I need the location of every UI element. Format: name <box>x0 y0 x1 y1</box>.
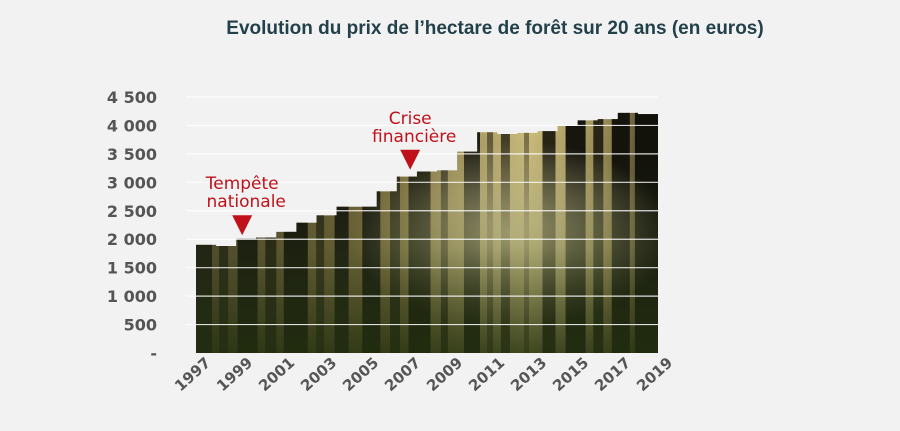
x-tick-label: 2005 <box>339 354 382 395</box>
x-tick-label: 1999 <box>213 354 256 395</box>
y-tick-label: 3 500 <box>107 145 157 164</box>
x-tick-label: 2007 <box>381 354 424 395</box>
x-tick-label: 2003 <box>297 354 340 395</box>
x-tick-label: 2017 <box>591 354 634 395</box>
y-axis: - 500 1 000 1 500 2 000 2 500 3 000 3 500 4 000 4… <box>107 88 157 363</box>
x-tick-label: 2009 <box>423 354 466 395</box>
annotation-label: nationale <box>207 192 286 212</box>
chart-title: Evolution du prix de l’hectare de forêt … <box>226 18 764 39</box>
y-tick-label: 3 000 <box>107 173 157 192</box>
y-tick-label: 2 000 <box>107 230 157 249</box>
y-tick-label: 500 <box>124 316 157 335</box>
y-tick-label: 2 500 <box>107 202 157 221</box>
annotation-label: Crise <box>389 109 432 129</box>
annotation-arrow <box>232 215 253 236</box>
gridlines <box>186 96 658 326</box>
annotation-label: financière <box>372 127 456 147</box>
y-tick-label: 1 000 <box>107 287 157 306</box>
y-tick-label: - <box>150 344 157 363</box>
y-tick-label: 1 500 <box>107 259 157 278</box>
x-axis: 1997199920012003200520072009201120132015… <box>171 354 676 395</box>
y-tick-label: 4 000 <box>107 116 157 135</box>
x-tick-label: 2015 <box>549 354 592 395</box>
x-tick-label: 1997 <box>171 354 214 395</box>
x-tick-label: 2019 <box>633 354 676 395</box>
annotation-label: Tempête <box>205 174 279 194</box>
x-tick-label: 2011 <box>465 354 508 395</box>
annotation-arrow <box>400 149 421 170</box>
x-tick-label: 2013 <box>507 354 550 395</box>
y-tick-label: 4 500 <box>107 88 157 107</box>
x-tick-label: 2001 <box>255 354 298 395</box>
